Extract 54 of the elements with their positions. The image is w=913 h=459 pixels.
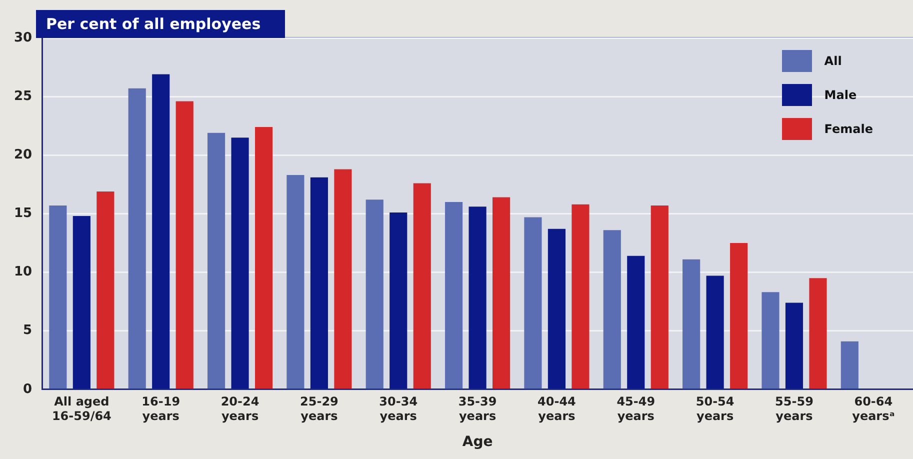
bar xyxy=(762,292,780,389)
bar xyxy=(468,206,486,389)
x-tick-label: All aged 16-59/64 xyxy=(52,394,112,424)
bar xyxy=(524,217,542,389)
bar xyxy=(785,302,804,389)
bar xyxy=(627,256,645,389)
bar xyxy=(72,216,90,389)
bar xyxy=(128,88,146,389)
bar xyxy=(548,228,566,389)
x-tick-label: 20-24 years xyxy=(220,394,260,424)
bar xyxy=(96,191,114,389)
y-tick-label: 10 xyxy=(14,264,32,280)
x-axis-title: Age xyxy=(462,434,493,450)
bar xyxy=(413,183,431,389)
x-tick-label: 50-54 years xyxy=(696,394,734,424)
bar xyxy=(176,101,194,389)
y-tick-label: 5 xyxy=(23,323,32,338)
y-tick-label: 20 xyxy=(14,148,32,163)
bar xyxy=(254,127,273,389)
x-tick-label: 25-29 years xyxy=(300,394,338,424)
bar xyxy=(809,278,827,389)
legend-label: Male xyxy=(824,88,857,102)
bar xyxy=(152,74,170,389)
bar xyxy=(730,242,748,389)
bar xyxy=(603,230,621,389)
chart-title: Per cent of all employees xyxy=(36,10,285,38)
bar xyxy=(390,212,408,389)
x-tick-label: 60-64 yearsᵃ xyxy=(852,394,895,424)
bar xyxy=(572,204,590,389)
bar xyxy=(334,169,352,389)
bar xyxy=(310,177,328,389)
bar xyxy=(706,276,724,389)
x-tick-label: 35-39 years xyxy=(458,394,497,424)
bar xyxy=(682,259,700,389)
bar xyxy=(286,175,304,389)
y-tick-label: 25 xyxy=(14,88,32,104)
legend-label: All xyxy=(824,54,842,68)
x-tick-label: 45-49 years xyxy=(616,394,656,424)
legend-label: Female xyxy=(824,122,873,136)
bar xyxy=(207,132,226,389)
bar xyxy=(492,197,510,389)
bar xyxy=(840,341,858,389)
bar xyxy=(366,200,384,389)
x-tick-label: 40-44 years xyxy=(538,394,576,424)
y-tick-label: 15 xyxy=(14,206,32,222)
y-tick-label: 30 xyxy=(14,30,32,46)
bar xyxy=(231,138,249,389)
x-tick-label: 16-19 years xyxy=(142,394,180,424)
x-tick-label: 55-59 years xyxy=(775,394,814,424)
y-tick-label: 0 xyxy=(23,382,32,397)
bar xyxy=(49,206,67,389)
bar xyxy=(445,202,463,389)
x-tick-label: 30-34 years xyxy=(379,394,418,424)
bar xyxy=(650,206,668,389)
